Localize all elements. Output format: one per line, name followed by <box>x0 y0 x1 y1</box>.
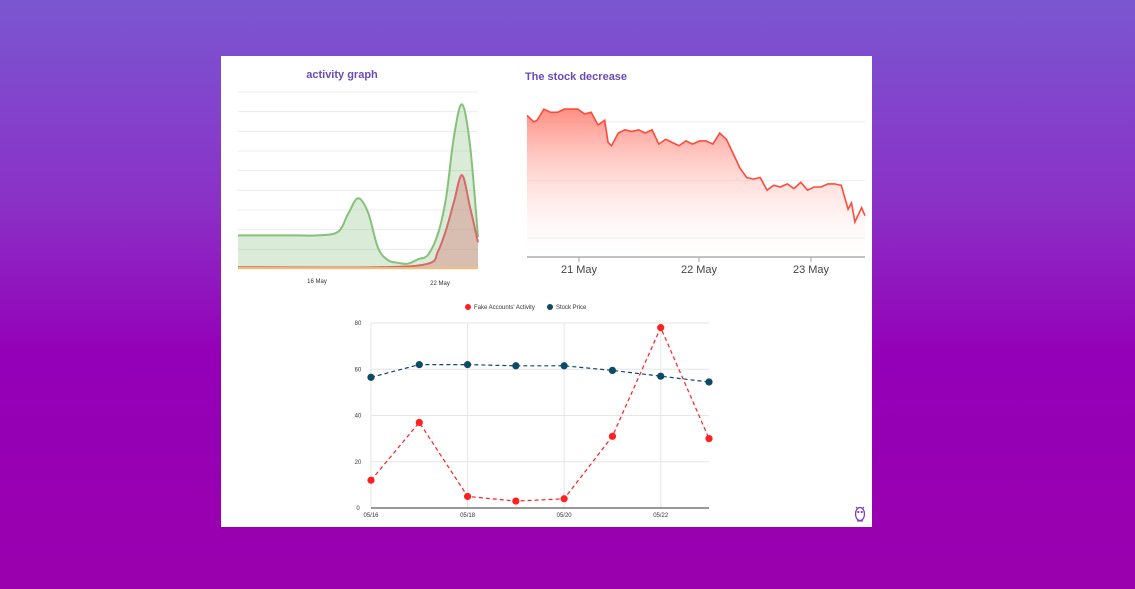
comparison-point-0 <box>608 432 617 440</box>
comparison-series-line-1 <box>370 364 710 383</box>
legend: Fake Accounts' Activity Stock Price <box>465 304 587 311</box>
comparison-y-tick-label: 80 <box>355 321 362 327</box>
comparison-y-tick-label: 20 <box>355 460 362 466</box>
stock-decrease-chart: The stock decrease 21 May 22 May 23 May <box>525 71 866 276</box>
comparison-x-tick-label: 05/16 <box>363 513 379 519</box>
comparison-point-1 <box>608 366 617 375</box>
comparison-point-0 <box>415 418 423 427</box>
comparison-point-0 <box>705 435 713 443</box>
comparison-y-tick-label: 0 <box>356 506 360 512</box>
stock-line <box>526 108 866 225</box>
stock-x-tick-label: 23 May <box>793 264 830 276</box>
comparison-point-0 <box>367 476 375 484</box>
comparison-point-0 <box>657 324 665 332</box>
comparison-x-tick-label: 05/18 <box>460 513 476 519</box>
comparison-point-1 <box>657 372 665 380</box>
comparison-point-1 <box>512 362 520 370</box>
stock-x-tick-label: 22 May <box>681 264 718 276</box>
activity-area-green <box>238 104 478 269</box>
comparison-x-tick-label: 05/22 <box>653 513 669 519</box>
comparison-series-line-0 <box>370 326 710 502</box>
legend-label-stock-price: Stock Price <box>556 305 587 311</box>
chart-card: activity graph 16 May 22 May The stock d… <box>221 56 872 527</box>
comparison-point-1 <box>463 361 472 369</box>
stock-x-tick-label: 21 May <box>561 264 598 276</box>
comparison-y-tick-label: 40 <box>355 414 362 420</box>
activity-graph-chart: activity graph 16 May 22 May <box>237 69 479 287</box>
comparison-point-1 <box>705 378 713 386</box>
comparison-y-tick-label: 60 <box>355 367 362 373</box>
comparison-line-chart: Fake Accounts' Activity Stock Price 0 20 4… <box>355 304 713 519</box>
comparison-point-1 <box>415 361 423 369</box>
legend-marker-stock-price <box>547 304 553 310</box>
comparison-point-0 <box>560 495 568 503</box>
activity-x-tick-label: 16 May <box>307 279 327 285</box>
legend-marker-fake-activity <box>465 304 471 310</box>
comparison-point-1 <box>560 362 568 370</box>
comparison-point-1 <box>367 373 375 381</box>
comparison-x-tick-label: 05/20 <box>557 513 573 519</box>
comparison-point-0 <box>463 492 472 501</box>
stock-decrease-title: The stock decrease <box>525 71 627 83</box>
legend-label-fake-activity: Fake Accounts' Activity <box>474 305 535 311</box>
activity-line-green <box>237 103 479 265</box>
activity-graph-title: activity graph <box>306 69 378 81</box>
activity-x-tick-label: 22 May <box>430 281 450 287</box>
comparison-point-0 <box>512 497 520 505</box>
owl-logo-icon <box>854 506 866 522</box>
activity-area-red <box>238 175 478 269</box>
stock-area <box>527 109 865 257</box>
